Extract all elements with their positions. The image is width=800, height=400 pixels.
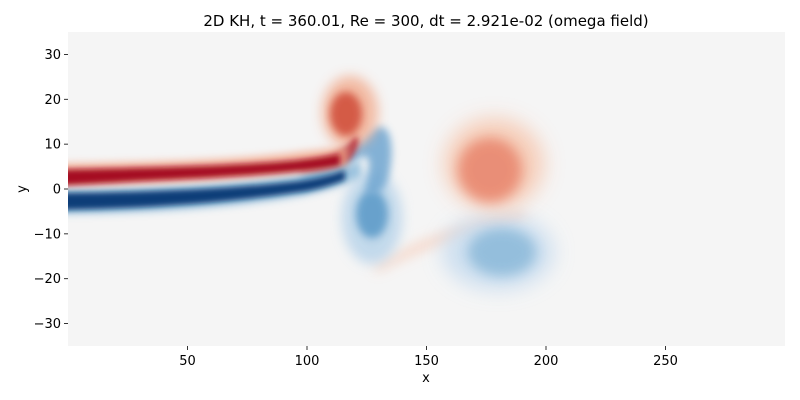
x-tick-label: 150 — [414, 354, 439, 369]
x-tick-label: 200 — [534, 354, 559, 369]
y-tick-label: 0 — [53, 183, 61, 198]
y-tick-label: −20 — [34, 272, 61, 287]
vorticity-blob-positive-left-core — [330, 92, 362, 136]
y-tick-label: −10 — [34, 227, 61, 242]
vorticity-blob-negative-right-core — [468, 228, 536, 276]
chart-title: 2D KH, t = 360.01, Re = 300, dt = 2.921e… — [203, 12, 648, 30]
y-axis: −30 −20 −10 0 10 20 30 — [34, 48, 68, 332]
x-axis: 50 100 150 200 250 — [179, 346, 678, 369]
vorticity-blob-negative-left-core — [356, 190, 388, 238]
x-tick-label: 100 — [295, 354, 320, 369]
x-tick-label: 50 — [179, 354, 196, 369]
shear-layer-negative-core — [68, 170, 345, 210]
y-tick-label: 20 — [44, 93, 61, 108]
y-tick-label: −30 — [34, 317, 61, 332]
x-tick-label: 250 — [653, 354, 678, 369]
vorticity-field — [68, 76, 554, 290]
y-tick-label: 30 — [44, 48, 61, 63]
shear-layer-positive-core — [68, 154, 340, 186]
x-axis-label: x — [422, 371, 430, 386]
plot-area — [68, 32, 785, 346]
vorticity-blob-positive-right-core — [458, 138, 522, 202]
y-axis-label: y — [15, 185, 30, 193]
y-tick-label: 10 — [44, 138, 61, 153]
